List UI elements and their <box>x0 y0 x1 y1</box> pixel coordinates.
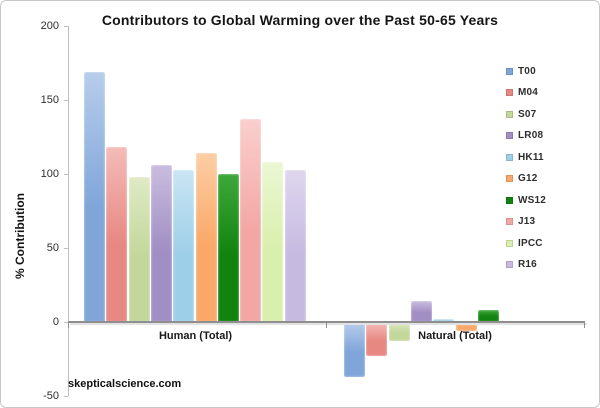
legend-item-WS12: WS12 <box>506 193 546 207</box>
watermark: skepticalscience.com <box>68 378 182 390</box>
legend-item-R16: R16 <box>506 258 537 272</box>
bar-HK11-natural <box>433 319 455 322</box>
y-tick-mark--50 <box>64 396 68 397</box>
legend-item-S07: S07 <box>506 107 536 121</box>
bar-M04-natural <box>366 322 388 357</box>
y-axis-line <box>68 26 69 396</box>
bar-WS12-human <box>217 174 239 322</box>
legend-label-LR08: LR08 <box>518 130 544 141</box>
legend-label-R16: R16 <box>518 259 537 270</box>
legend-label-J13: J13 <box>518 216 536 227</box>
legend-label-M04: M04 <box>518 87 539 98</box>
bar-T00-natural <box>344 322 365 377</box>
legend-swatch-LR08 <box>506 132 513 139</box>
legend-swatch-S07 <box>506 110 513 118</box>
x-axis-zero-line <box>68 321 585 323</box>
legend-item-T00: T00 <box>506 64 536 78</box>
bar-LR08-human <box>150 165 172 322</box>
bar-G12-natural <box>455 322 477 331</box>
legend-label-WS12: WS12 <box>518 194 547 206</box>
bar-S07-human <box>128 176 150 322</box>
y-tick-label-0: 0 <box>52 316 59 328</box>
y-tick-label-50: 50 <box>46 242 59 254</box>
category-label-human: Human (Total) <box>158 330 233 342</box>
legend-swatch-M04 <box>506 89 513 96</box>
legend-label-HK11: HK11 <box>518 151 544 163</box>
bar-LR08-natural <box>410 301 432 322</box>
y-tick-label-150: 150 <box>40 94 59 106</box>
bar-J13-human <box>240 119 262 322</box>
legend-swatch-T00 <box>506 67 513 75</box>
y-tick-mark-50 <box>64 248 68 249</box>
category-label-natural: Natural (Total) <box>418 330 492 342</box>
legend-swatch-R16 <box>506 261 513 268</box>
y-axis-title: % Contribution <box>13 193 27 279</box>
legend-label-T00: T00 <box>518 65 536 77</box>
legend-item-M04: M04 <box>506 86 538 100</box>
y-tick-mark-200 <box>64 26 68 27</box>
legend-swatch-HK11 <box>506 153 513 161</box>
bar-M04-human <box>106 147 128 322</box>
legend-swatch-J13 <box>506 218 513 225</box>
bar-IPCC-human <box>262 162 284 322</box>
chart-title: Contributors to Global Warming over the … <box>101 12 499 28</box>
x-tick-mark-1 <box>326 323 327 328</box>
y-tick-mark-150 <box>64 100 68 101</box>
bar-R16-human <box>284 169 306 322</box>
legend-swatch-IPCC <box>506 239 513 247</box>
legend-item-J13: J13 <box>506 215 535 229</box>
bar-WS12-natural <box>477 310 499 322</box>
x-axis-shadow <box>70 323 587 325</box>
bar-S07-natural <box>388 322 410 342</box>
y-tick-label--50: -50 <box>43 390 59 402</box>
bar-HK11-human <box>173 169 195 322</box>
legend-swatch-G12 <box>506 175 513 182</box>
legend-label-S07: S07 <box>518 108 537 120</box>
y-tick-label-200: 200 <box>40 20 59 32</box>
y-tick-mark-0 <box>64 322 68 323</box>
y-tick-label-100: 100 <box>40 168 59 180</box>
legend-item-LR08: LR08 <box>506 129 543 143</box>
bar-G12-human <box>195 153 217 322</box>
legend-item-HK11: HK11 <box>506 150 544 164</box>
y-tick-mark-100 <box>64 174 68 175</box>
legend-swatch-WS12 <box>506 196 513 204</box>
bar-T00-human <box>84 71 105 322</box>
legend-label-IPCC: IPCC <box>518 237 543 249</box>
legend-item-G12: G12 <box>506 172 538 186</box>
x-tick-mark-0 <box>68 323 69 328</box>
legend-label-G12: G12 <box>518 173 538 184</box>
x-tick-mark-2 <box>584 323 585 328</box>
legend-item-IPCC: IPCC <box>506 236 543 250</box>
